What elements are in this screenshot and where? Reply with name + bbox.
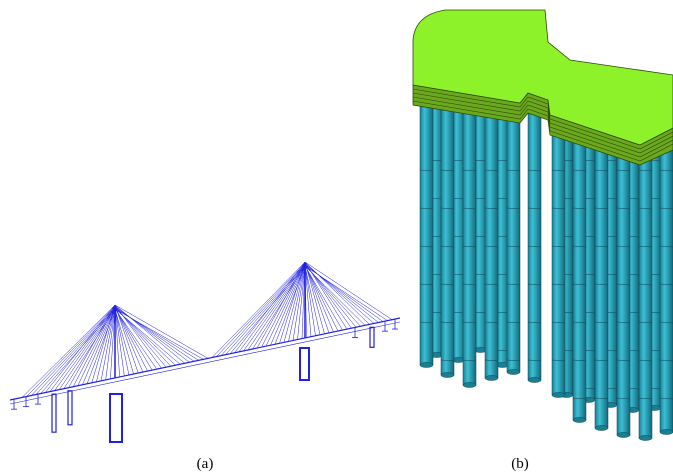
figure: (a) (b) xyxy=(0,0,673,476)
caption: (b) xyxy=(511,456,529,472)
pile-tip xyxy=(552,393,565,398)
pile-tip xyxy=(507,370,520,375)
pier xyxy=(110,394,122,442)
cable xyxy=(226,265,306,355)
cable xyxy=(239,263,305,352)
pier xyxy=(300,348,309,380)
pile-tip xyxy=(573,418,586,423)
pile-tip xyxy=(485,376,498,381)
pile-tip xyxy=(463,383,476,388)
cable xyxy=(115,309,134,374)
cable xyxy=(36,308,115,395)
cable xyxy=(27,306,115,396)
pile xyxy=(441,100,454,375)
pile xyxy=(463,100,476,385)
cable xyxy=(212,262,305,358)
pile xyxy=(528,100,541,380)
pile-tip xyxy=(639,436,652,441)
pile xyxy=(420,100,433,365)
pile-tip xyxy=(441,373,454,378)
cable xyxy=(235,262,306,353)
pile-tip xyxy=(617,433,630,438)
cable xyxy=(305,266,343,330)
pile-tip xyxy=(595,426,608,431)
pile-tip xyxy=(660,430,673,435)
cable xyxy=(115,309,203,359)
pile xyxy=(485,100,498,378)
pier xyxy=(68,391,72,425)
pile xyxy=(552,100,565,395)
cable xyxy=(305,264,334,332)
pile-tip xyxy=(420,363,433,368)
bridge-model xyxy=(10,262,400,442)
cable xyxy=(31,307,115,396)
pier xyxy=(52,394,56,432)
cable xyxy=(96,306,115,382)
pile xyxy=(507,100,520,372)
caption: (a) xyxy=(197,456,214,472)
cable xyxy=(217,263,306,357)
pier xyxy=(370,327,374,347)
cable xyxy=(50,306,115,392)
pile xyxy=(573,100,586,420)
cable xyxy=(78,307,115,386)
pile-tip xyxy=(528,378,541,383)
